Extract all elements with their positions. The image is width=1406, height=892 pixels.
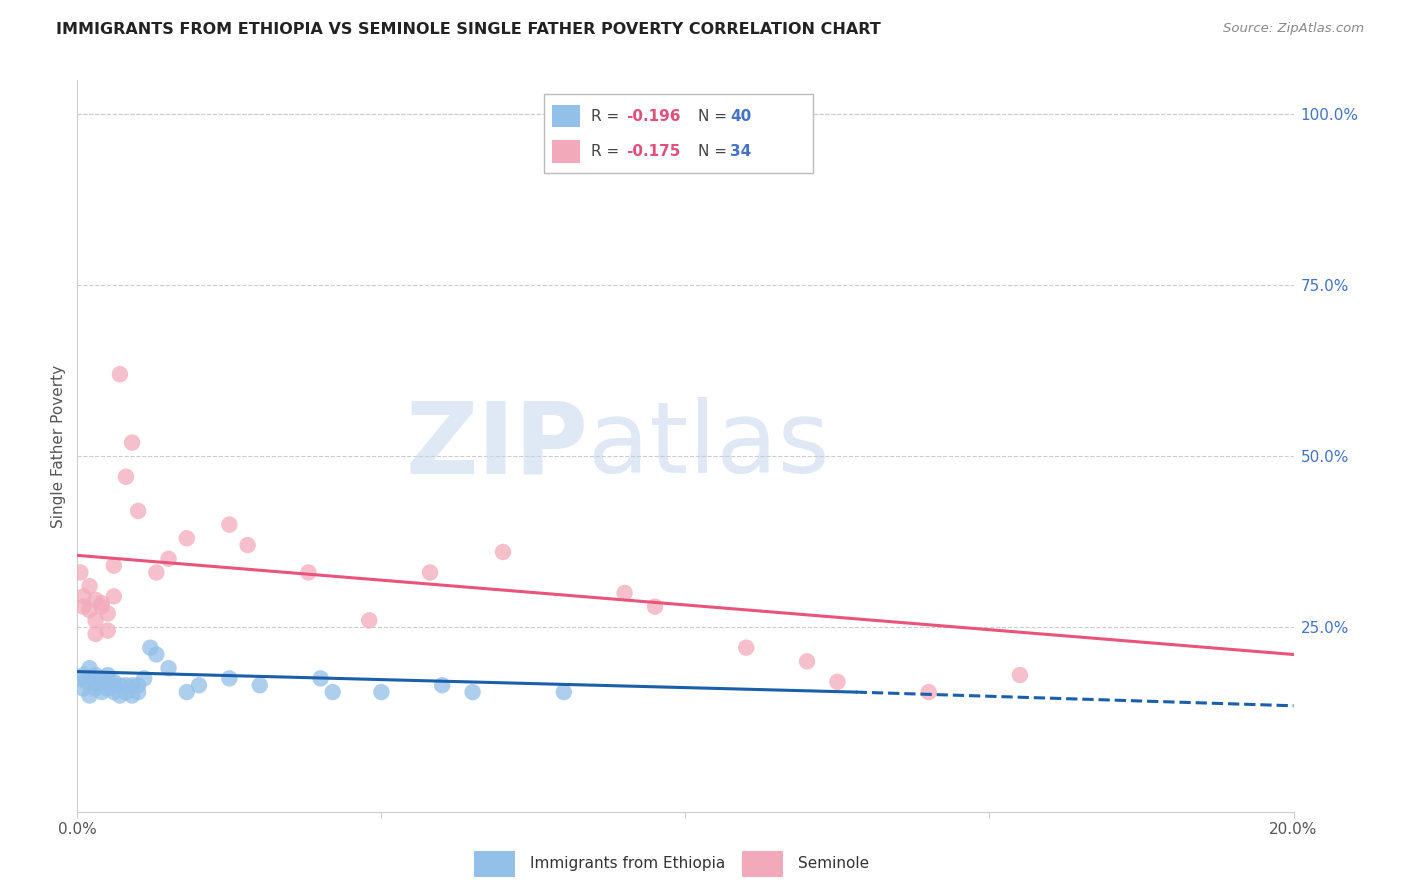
Text: 34: 34 (731, 144, 752, 159)
Point (97, 607, 120, 621)
Point (309, 672, 332, 686)
Point (145, 566, 167, 580)
Point (108, 368, 131, 382)
Text: Immigrants from Ethiopia: Immigrants from Ethiopia (530, 855, 725, 871)
Point (90, 596, 112, 610)
Point (97, 674, 120, 689)
Point (419, 566, 441, 580)
Bar (553, 105, 579, 128)
Point (370, 685, 392, 699)
Point (613, 586, 636, 600)
Point (108, 678, 131, 692)
Point (97, 681, 120, 696)
Point (90, 685, 112, 699)
Point (97, 668, 120, 682)
Point (79, 689, 101, 703)
Point (103, 590, 125, 604)
Point (322, 685, 344, 699)
Text: R =: R = (591, 109, 624, 124)
Point (297, 566, 319, 580)
Point (79, 603, 101, 617)
Point (218, 517, 240, 532)
Point (84, 674, 107, 689)
Point (103, 678, 125, 692)
Text: -0.196: -0.196 (626, 109, 681, 124)
Text: IMMIGRANTS FROM ETHIOPIA VS SEMINOLE SINGLE FATHER POVERTY CORRELATION CHART: IMMIGRANTS FROM ETHIOPIA VS SEMINOLE SIN… (56, 22, 882, 37)
Point (84, 592, 107, 607)
Text: N =: N = (697, 144, 731, 159)
Point (79, 661, 101, 675)
Point (145, 648, 167, 662)
Point (90, 672, 112, 686)
Point (72, 681, 94, 696)
FancyBboxPatch shape (544, 95, 813, 173)
Point (97, 624, 120, 638)
Point (84, 681, 107, 696)
Point (121, 689, 143, 703)
Point (157, 661, 180, 675)
Point (188, 678, 211, 692)
Point (90, 678, 112, 692)
Point (115, 469, 138, 483)
Bar (553, 140, 579, 162)
Point (84, 668, 107, 682)
Point (735, 640, 758, 655)
Point (69, 672, 91, 686)
Y-axis label: Single Father Poverty: Single Father Poverty (51, 365, 66, 527)
Text: atlas: atlas (588, 398, 830, 494)
Point (72, 668, 94, 682)
Point (69, 566, 91, 580)
Point (918, 685, 941, 699)
Bar (474, 851, 515, 877)
Point (644, 599, 666, 614)
Point (103, 685, 125, 699)
Point (90, 599, 112, 614)
Text: R =: R = (591, 144, 624, 159)
Point (249, 678, 271, 692)
Point (108, 689, 131, 703)
Point (432, 678, 454, 692)
Text: -0.175: -0.175 (626, 144, 681, 159)
Text: Source: ZipAtlas.com: Source: ZipAtlas.com (1223, 22, 1364, 36)
Point (1008, 668, 1031, 682)
Point (84, 613, 107, 627)
Point (75, 674, 97, 689)
Point (115, 678, 138, 692)
Point (139, 640, 162, 655)
Bar (742, 851, 783, 877)
Point (127, 678, 149, 692)
Text: ZIP: ZIP (405, 398, 588, 494)
Point (796, 654, 818, 668)
Point (176, 685, 198, 699)
Point (492, 545, 515, 559)
Point (157, 551, 180, 566)
Text: N =: N = (697, 109, 731, 124)
Point (359, 613, 381, 627)
Point (121, 678, 143, 692)
Point (115, 685, 138, 699)
Point (553, 685, 575, 699)
Point (121, 435, 143, 450)
Point (134, 672, 156, 686)
Point (72, 590, 94, 604)
Point (218, 672, 240, 686)
Text: Seminole: Seminole (799, 855, 869, 871)
Point (127, 504, 149, 518)
Point (103, 674, 125, 689)
Point (176, 531, 198, 545)
Text: 40: 40 (731, 109, 752, 124)
Point (236, 538, 259, 552)
Point (84, 627, 107, 641)
Point (827, 674, 849, 689)
Point (461, 685, 484, 699)
Point (79, 579, 101, 593)
Point (103, 558, 125, 573)
Point (127, 685, 149, 699)
Point (72, 599, 94, 614)
